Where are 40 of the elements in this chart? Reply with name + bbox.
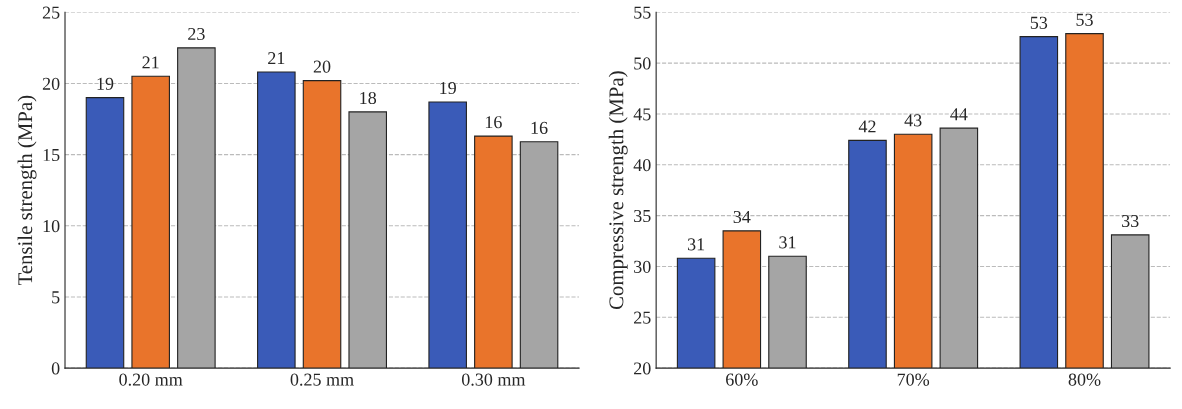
x-tick-label: 80% bbox=[1068, 373, 1101, 386]
y-tick-label: 30 bbox=[634, 260, 651, 273]
data-label: 44 bbox=[950, 108, 968, 121]
data-label: 19 bbox=[97, 77, 114, 90]
data-label: 18 bbox=[360, 91, 377, 105]
y-tick-label: 10 bbox=[43, 220, 60, 233]
y-tick-label: 55 bbox=[634, 6, 651, 19]
y-tick-label: 20 bbox=[634, 362, 651, 375]
x-tick-label: 0.30 mm bbox=[461, 373, 526, 386]
y-tick-label: 40 bbox=[633, 159, 651, 172]
y-tick-label: 45 bbox=[633, 108, 651, 121]
data-label: 21 bbox=[268, 52, 285, 65]
x-tick-label: 0.25 mm bbox=[290, 373, 354, 386]
y-tick-label: 25 bbox=[634, 311, 651, 324]
data-label: 16 bbox=[485, 116, 502, 129]
data-label: 23 bbox=[188, 27, 205, 41]
y-axis-title: Tensile strength (MPa) bbox=[17, 95, 37, 286]
y-tick-label: 50 bbox=[634, 57, 651, 70]
data-label: 31 bbox=[779, 236, 796, 249]
y-tick-label: 35 bbox=[634, 209, 651, 223]
y-tick-label: 25 bbox=[42, 6, 60, 19]
y-tick-label: 0 bbox=[51, 362, 60, 375]
data-label: 33 bbox=[1122, 214, 1139, 228]
x-tick-label: 60% bbox=[726, 373, 758, 386]
y-axis-title: Compressive strength (MPa) bbox=[608, 71, 628, 310]
data-label: 53 bbox=[1076, 13, 1093, 26]
y-tick-label: 20 bbox=[42, 77, 60, 90]
data-label: 53 bbox=[1030, 16, 1048, 29]
data-label: 20 bbox=[313, 60, 331, 73]
x-tick-label: 70% bbox=[897, 373, 930, 386]
data-label: 42 bbox=[858, 120, 876, 133]
data-label: 16 bbox=[531, 121, 548, 134]
data-label: 21 bbox=[142, 56, 159, 69]
y-tick-label: 5 bbox=[52, 291, 60, 304]
x-tick-label: 0.20 mm bbox=[119, 373, 183, 386]
data-label: 34 bbox=[733, 210, 751, 224]
data-label: 31 bbox=[687, 238, 705, 251]
data-label: 19 bbox=[440, 81, 456, 95]
y-tick-label: 15 bbox=[43, 148, 60, 162]
data-label: 43 bbox=[904, 114, 922, 127]
